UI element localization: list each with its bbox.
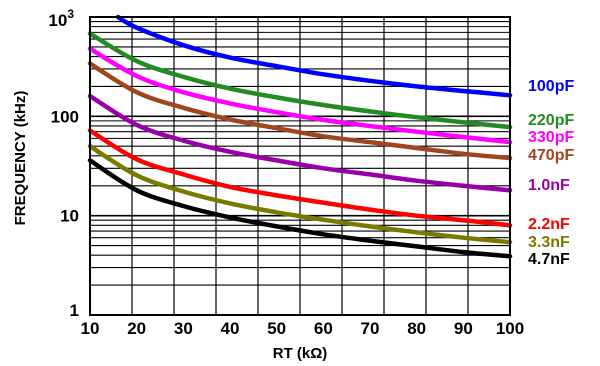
x-tick-labels: 10 20 30 40 50 60 70 80 90 100 xyxy=(81,319,525,338)
series-lines xyxy=(87,14,513,259)
series-label-470pF: 470pF xyxy=(528,147,574,164)
series-line-220pF xyxy=(87,31,513,130)
x-tick-label: 10 xyxy=(81,319,100,338)
y-tick-label: 103 xyxy=(48,7,74,30)
x-tick-label: 100 xyxy=(496,319,524,338)
series-line-3.3nF xyxy=(87,143,513,245)
series-label-1.0nF: 1.0nF xyxy=(528,177,570,194)
x-tick-label: 90 xyxy=(454,319,473,338)
y-axis-label: FREQUENCY (kHz) xyxy=(12,91,29,226)
y-tick-label: 10 xyxy=(60,207,79,226)
x-tick-label: 70 xyxy=(361,319,380,338)
series-label-3.3nF: 3.3nF xyxy=(528,234,570,251)
series-line-470pF xyxy=(87,61,513,161)
x-axis-label: RT (kΩ) xyxy=(273,345,328,362)
x-tick-label: 50 xyxy=(267,319,286,338)
plot-border xyxy=(89,16,511,316)
y-tick-labels: 1 10 100 103 xyxy=(48,7,79,320)
x-tick-label: 60 xyxy=(314,319,333,338)
plot-frame xyxy=(89,16,511,316)
series-line-1.0nF xyxy=(87,93,513,193)
series-label-100pF: 100pF xyxy=(528,78,574,95)
x-tick-label: 40 xyxy=(221,319,240,338)
x-tick-label: 30 xyxy=(174,319,193,338)
y-tick-label: 1 xyxy=(70,301,79,320)
series-label-4.7nF: 4.7nF xyxy=(528,251,570,268)
x-tick-label: 80 xyxy=(407,319,426,338)
series-line-2.2nF xyxy=(87,128,513,228)
series-label-330pF: 330pF xyxy=(528,129,574,146)
series-label-220pF: 220pF xyxy=(528,112,574,129)
x-tick-label: 20 xyxy=(127,319,146,338)
series-label-2.2nF: 2.2nF xyxy=(528,216,570,233)
series-line-330pF xyxy=(87,46,513,145)
series-line-4.7nF xyxy=(87,158,513,259)
series-line-100pF xyxy=(115,14,513,98)
y-tick-label: 100 xyxy=(51,107,79,126)
